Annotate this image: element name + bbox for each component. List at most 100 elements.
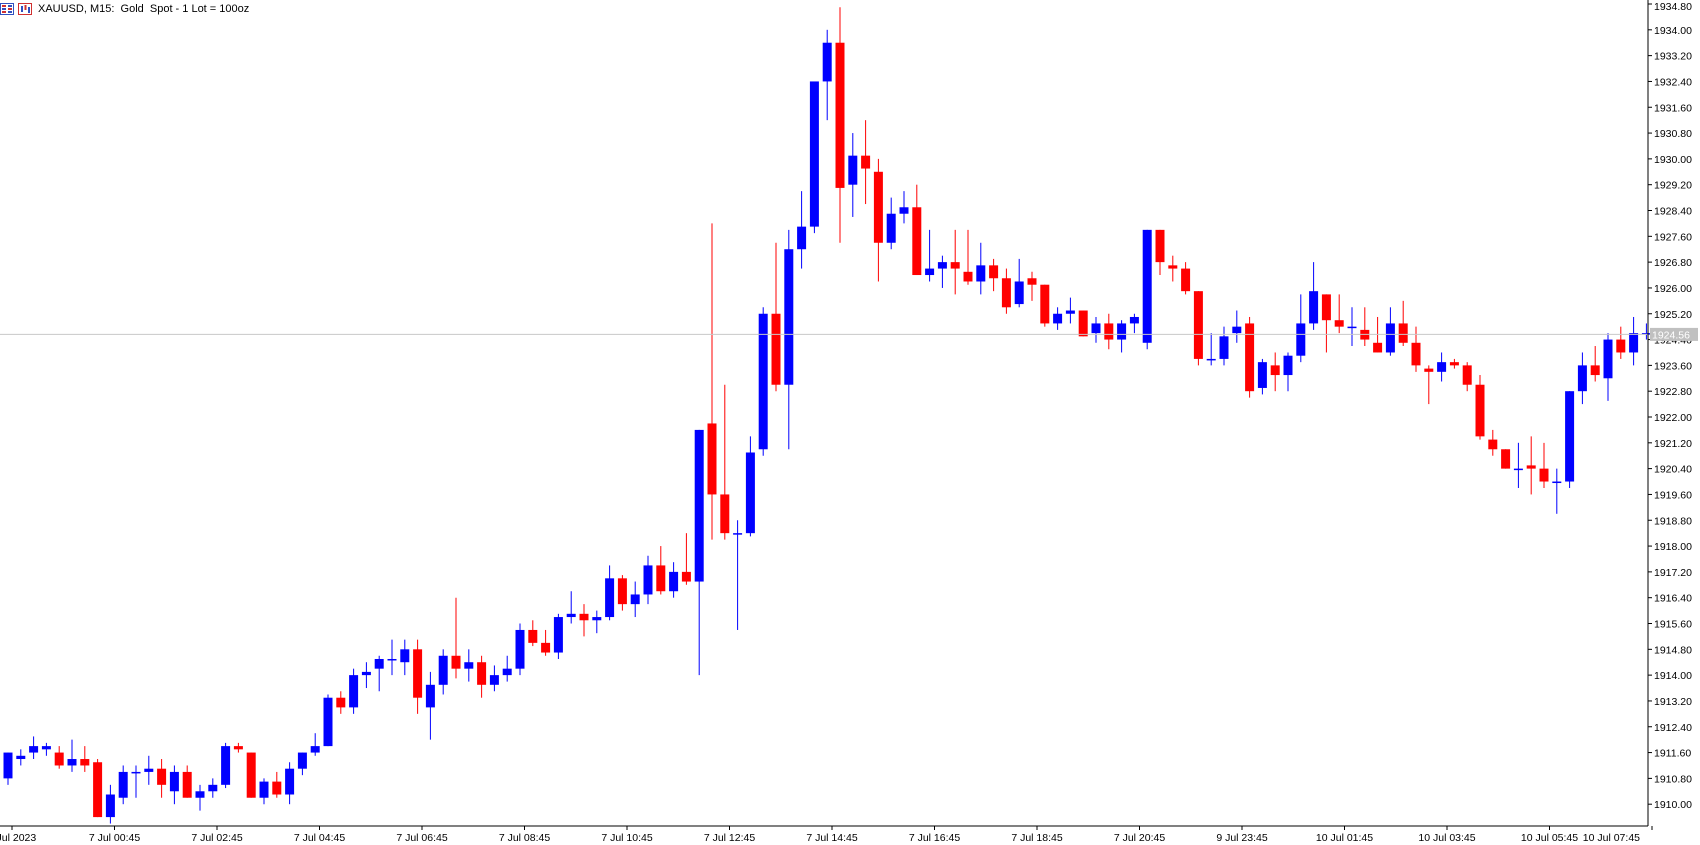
candle[interactable] — [1040, 284, 1050, 327]
candle[interactable] — [681, 533, 691, 585]
candle[interactable] — [1360, 307, 1370, 347]
candle[interactable] — [1181, 262, 1191, 295]
candle[interactable] — [784, 229, 794, 450]
candle[interactable] — [349, 668, 359, 714]
price-axis[interactable]: 1910.00 1910.80 1911.60 1912.40 1913.20 1914.… — [1647, 0, 1692, 826]
candle[interactable] — [1565, 391, 1575, 488]
candle[interactable] — [797, 191, 807, 269]
candle[interactable] — [1334, 294, 1344, 334]
candle[interactable] — [310, 733, 320, 756]
candle[interactable] — [1296, 294, 1306, 363]
candle[interactable] — [963, 229, 973, 285]
candle[interactable] — [1539, 442, 1549, 488]
candle[interactable] — [1437, 352, 1447, 382]
candle[interactable] — [297, 752, 307, 776]
candle[interactable] — [1270, 352, 1280, 392]
candle[interactable] — [1001, 268, 1011, 314]
candle[interactable] — [1232, 310, 1242, 343]
candle[interactable] — [720, 384, 730, 540]
candle[interactable] — [1142, 229, 1152, 350]
candle[interactable] — [1347, 307, 1357, 347]
candle[interactable] — [1168, 255, 1178, 282]
candle[interactable] — [771, 242, 781, 392]
candle[interactable] — [157, 759, 167, 798]
candle[interactable] — [745, 436, 755, 537]
candle[interactable] — [477, 655, 487, 698]
candle[interactable] — [1641, 323, 1651, 340]
candle[interactable] — [464, 649, 474, 682]
candle[interactable] — [1155, 229, 1165, 276]
candle[interactable] — [861, 120, 871, 205]
candle[interactable] — [323, 694, 333, 747]
candle[interactable] — [605, 565, 615, 621]
candle[interactable] — [1629, 316, 1639, 366]
candle[interactable] — [438, 649, 448, 695]
candle[interactable] — [272, 771, 282, 798]
candle[interactable] — [374, 655, 384, 692]
candle[interactable] — [912, 184, 922, 276]
candle[interactable] — [195, 784, 205, 811]
candle[interactable] — [1398, 300, 1408, 347]
candle[interactable] — [694, 429, 704, 676]
candle[interactable] — [873, 158, 883, 282]
candle[interactable] — [553, 613, 563, 659]
candle[interactable] — [899, 191, 909, 224]
candle[interactable] — [1193, 291, 1203, 366]
candle[interactable] — [361, 662, 371, 689]
candle[interactable] — [259, 778, 269, 805]
time-axis[interactable]: 6 Jul 2023 7 Jul 00:45 7 Jul 02:45 7 Jul 04… — [0, 825, 1653, 844]
candle[interactable] — [16, 749, 26, 766]
candle[interactable] — [1385, 307, 1395, 356]
candle[interactable] — [387, 639, 397, 676]
candle[interactable] — [1552, 468, 1562, 514]
candle[interactable] — [822, 29, 832, 121]
candle[interactable] — [515, 623, 525, 676]
candle[interactable] — [1091, 316, 1101, 343]
candle[interactable] — [67, 739, 77, 772]
candle[interactable] — [950, 229, 960, 295]
candle[interactable] — [29, 736, 39, 760]
candle[interactable] — [1283, 352, 1293, 392]
candle[interactable] — [131, 765, 141, 798]
candle[interactable] — [835, 7, 845, 243]
candle[interactable] — [1449, 358, 1459, 369]
candle[interactable] — [1513, 442, 1523, 488]
candle[interactable] — [566, 591, 576, 624]
candle[interactable] — [118, 765, 128, 805]
candle[interactable] — [1590, 346, 1600, 382]
candle[interactable] — [541, 629, 551, 656]
candle[interactable] — [1321, 294, 1331, 353]
candle[interactable] — [1488, 429, 1498, 456]
candle[interactable] — [733, 520, 743, 630]
candle[interactable] — [758, 307, 768, 456]
candle[interactable] — [54, 746, 64, 769]
candle[interactable] — [1616, 326, 1626, 359]
candle[interactable] — [848, 133, 858, 217]
candle[interactable] — [707, 223, 717, 540]
candle[interactable] — [246, 752, 256, 798]
candle[interactable] — [1206, 333, 1216, 366]
candle[interactable] — [182, 765, 192, 798]
candle[interactable] — [221, 742, 231, 789]
candle[interactable] — [617, 575, 627, 611]
candle[interactable] — [1219, 326, 1229, 366]
candle[interactable] — [1257, 358, 1267, 395]
candle[interactable] — [1577, 352, 1587, 405]
candle[interactable] — [669, 562, 679, 598]
candle[interactable] — [1526, 436, 1536, 495]
candle[interactable] — [1411, 326, 1421, 372]
candle[interactable] — [528, 620, 538, 647]
candle[interactable] — [630, 581, 640, 618]
candle[interactable] — [93, 759, 103, 818]
candle[interactable] — [233, 742, 243, 753]
candle[interactable] — [1245, 316, 1255, 398]
candle[interactable] — [579, 604, 589, 637]
candle[interactable] — [3, 752, 13, 785]
candle[interactable] — [169, 765, 179, 805]
candle[interactable] — [80, 746, 90, 772]
candle[interactable] — [809, 81, 819, 234]
candle[interactable] — [1309, 262, 1319, 330]
candle[interactable] — [592, 610, 602, 634]
candle[interactable] — [1065, 297, 1075, 324]
